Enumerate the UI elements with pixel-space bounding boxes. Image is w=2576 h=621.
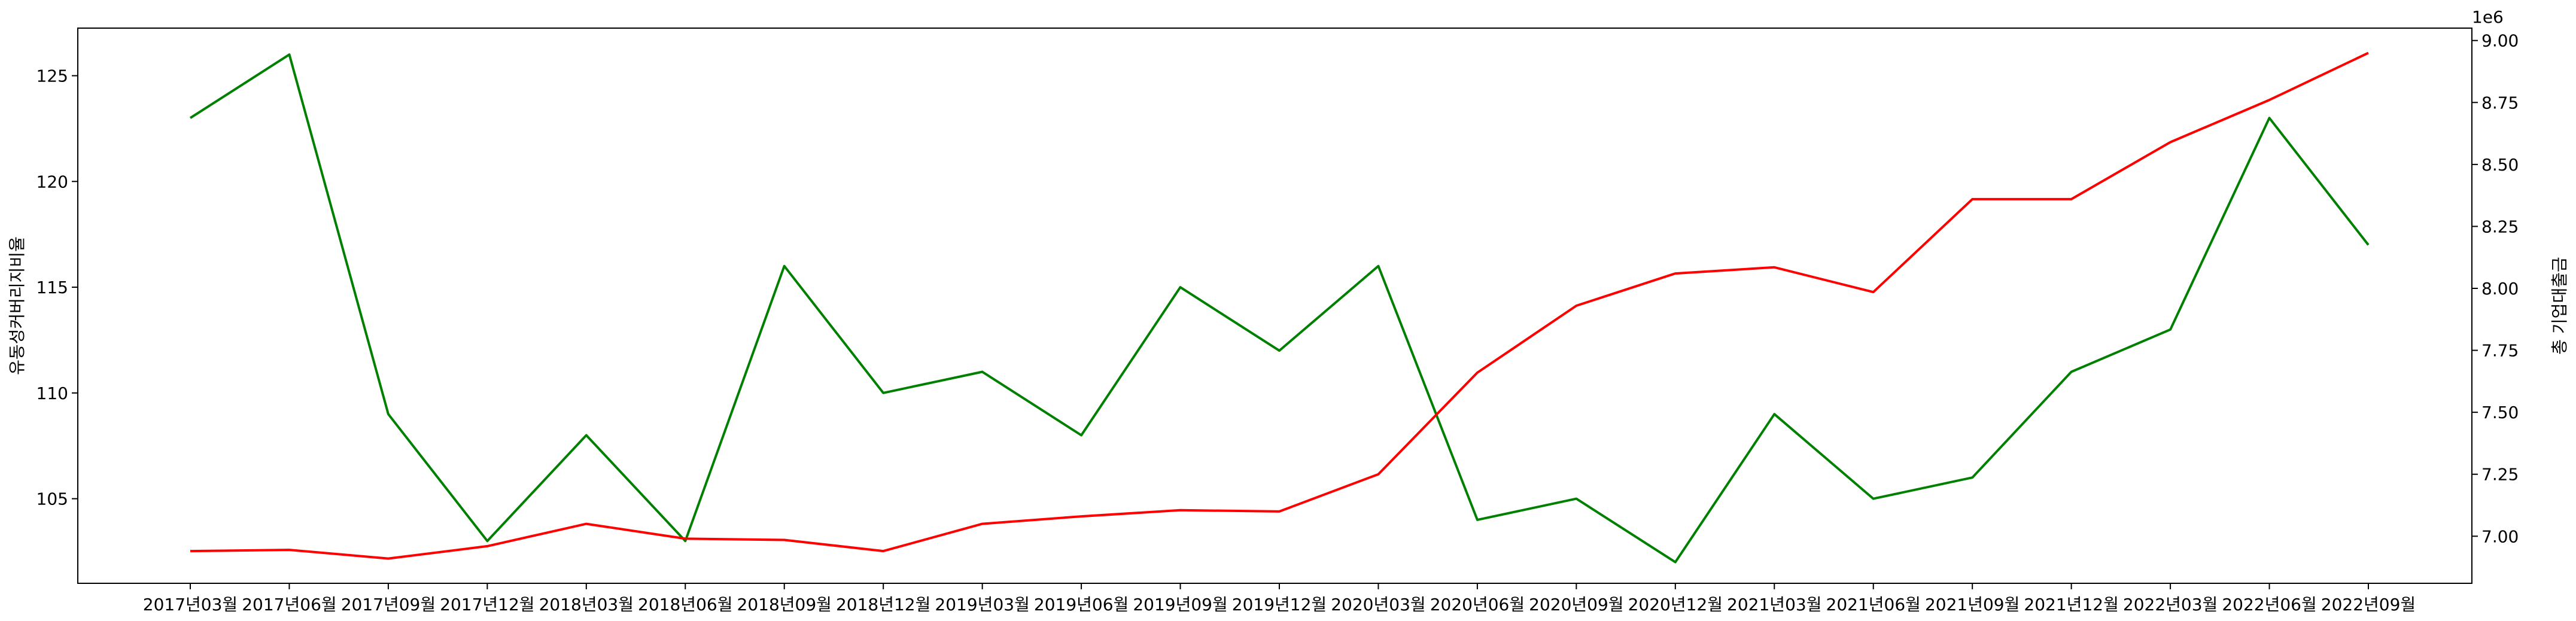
x-tick-label: 2018년12월 [836,595,930,614]
series-line-lcr [189,53,2370,564]
y2-tick-label: 8.50 [2481,155,2519,175]
x-tick-label: 2019년09월 [1133,595,1227,614]
series-line-total-corporate-loans [190,51,2369,560]
y-tick-label: 125 [37,66,68,86]
left-axis: 105 110 115 120 125 [37,66,78,509]
y2-tick-label: 8.25 [2481,217,2519,236]
y2-tick-label: 8.00 [2481,279,2519,299]
y2-tick-label: 7.25 [2481,465,2519,485]
right-axis: 7.00 7.25 7.50 7.75 8.00 8.25 8.50 8.75 9.00 [2472,31,2519,546]
x-tick-label: 2022년09월 [2321,595,2416,614]
y-axis-label: 유동성커버리지비율 [7,236,27,375]
x-tick-label: 2020년12월 [1628,595,1723,614]
x-tick-label: 2019년06월 [1034,595,1129,614]
y2-tick-label: 7.50 [2481,403,2519,422]
x-tick-label: 2017년09월 [341,595,436,614]
x-tick-label: 2021년12월 [2024,595,2118,614]
y-tick-label: 115 [37,278,68,297]
x-axis: 2017년03월 2017년06월 2017년09월 2017년12월 2018년03월… [143,583,2416,614]
x-tick-label: 2020년06월 [1430,595,1525,614]
y2-tick-label: 7.00 [2481,526,2519,546]
y-tick-label: 105 [37,489,68,509]
y2-tick-label: 7.75 [2481,341,2519,361]
x-tick-label: 2022년06월 [2222,595,2316,614]
y2-tick-label: 8.75 [2481,93,2519,112]
x-tick-label: 2018년03월 [539,595,634,614]
x-tick-label: 2017년03월 [143,595,238,614]
x-tick-label: 2020년09월 [1529,595,1623,614]
x-tick-label: 2020년03월 [1331,595,1425,614]
x-tick-label: 2017년06월 [242,595,336,614]
x-tick-label: 2019년03월 [935,595,1029,614]
x-tick-label: 2019년12월 [1232,595,1327,614]
x-tick-label: 2018년09월 [737,595,832,614]
x-tick-label: 2021년06월 [1826,595,1921,614]
x-tick-label: 2021년09월 [1925,595,2020,614]
plot-frame [77,28,2472,584]
x-tick-label: 2017년12월 [440,595,534,614]
y2-axis-label: 총 기업대출금 [2550,257,2569,354]
series-lines [189,51,2370,564]
x-tick-label: 2018년06월 [638,595,732,614]
y-tick-label: 110 [37,383,68,403]
x-tick-label: 2022년03월 [2123,595,2218,614]
y2-tick-label: 9.00 [2481,31,2519,51]
y2-offset-text: 1e6 [2472,7,2504,27]
y-tick-label: 120 [37,172,68,191]
x-tick-label: 2021년03월 [1727,595,1821,614]
